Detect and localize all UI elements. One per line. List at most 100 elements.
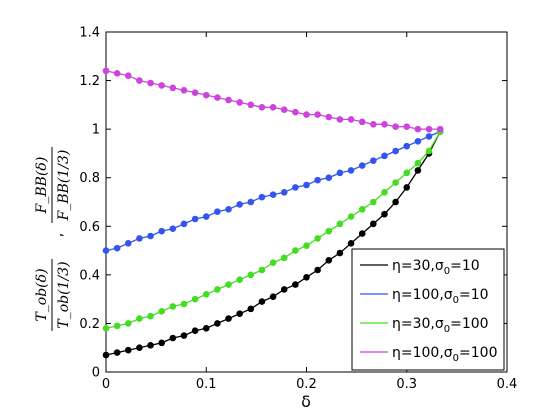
x-axis-label: δ [301, 392, 311, 411]
series-4-point [358, 118, 366, 126]
series-layer [102, 67, 444, 359]
series-3-point [136, 315, 143, 322]
series-4-point [403, 123, 411, 131]
series-3-point [370, 198, 377, 206]
series-4-point [370, 120, 377, 128]
series-3-point [236, 276, 243, 284]
legend-label-4: η=100,σ0=100 [392, 345, 497, 364]
series-2-point [225, 205, 232, 213]
series-3-point [102, 324, 110, 332]
series-1-point [214, 320, 221, 327]
series-1-point [370, 220, 377, 228]
series-1-point [303, 273, 310, 281]
series-4-point [202, 91, 210, 99]
series-4-point [214, 94, 221, 101]
y-axis-label: T_ob(δ) F_BB(δ) T_ob(1/3) , F_BB(δ) F_BB… [34, 147, 72, 331]
series-2-point [325, 174, 333, 182]
series-3-point [403, 169, 411, 177]
series-3-point [381, 188, 388, 196]
series-4-point [303, 111, 310, 118]
y-label-tob-numerator: T_ob(δ) [34, 268, 50, 321]
series-2-point [258, 193, 266, 201]
series-1-point [136, 344, 143, 352]
legend-label-2: η=100,σ0=10 [392, 287, 489, 306]
series-2-point [136, 235, 143, 242]
series-1-point [191, 327, 199, 335]
series-4-point [314, 111, 321, 118]
series-3-point [124, 320, 132, 327]
series-1-point [236, 310, 243, 318]
series-1-point [113, 349, 121, 356]
series-1-point [358, 230, 366, 237]
series-4-point [292, 108, 299, 116]
series-4-point [102, 67, 110, 75]
series-3-point [247, 271, 255, 279]
series-2-point [392, 147, 399, 155]
series-3-point [113, 322, 121, 330]
series-2-point [358, 162, 366, 169]
series-3-point [147, 312, 154, 320]
series-2-point [236, 201, 243, 208]
series-4-point [236, 99, 243, 106]
series-3-point [180, 300, 188, 308]
series-3-point [280, 254, 288, 262]
series-3-point [158, 307, 165, 315]
legend-label-1: η=30,σ0=10 [392, 258, 480, 277]
y-tick-label: 1.4 [79, 26, 100, 41]
series-2-point [381, 152, 388, 160]
series-1-point [347, 239, 355, 247]
series-2-point [314, 176, 321, 184]
series-2-point [336, 169, 344, 177]
series-2-point [414, 137, 422, 145]
series-3-point [392, 179, 399, 186]
series-1-point [325, 256, 333, 264]
series-1-point [403, 184, 411, 191]
y-tick-label: 1.2 [79, 74, 100, 89]
series-line-4 [105, 70, 441, 130]
series-3-point [414, 159, 422, 167]
x-tick-label: 0.1 [196, 377, 217, 392]
series-3-point [202, 290, 210, 298]
series-3-point [214, 286, 221, 293]
series-3-point [425, 147, 433, 155]
series-4-point [280, 106, 288, 114]
series-2-point [370, 157, 377, 165]
y-label-fraction-fbb: F_BB(δ) F_BB(1/3) [34, 147, 72, 223]
series-4-point [136, 77, 143, 84]
series-2-point [124, 239, 132, 247]
series-2-point [202, 213, 210, 220]
series-2-point [292, 184, 299, 191]
series-2-point [180, 220, 188, 228]
series-1-point [124, 346, 132, 354]
series-1-point [292, 281, 299, 288]
series-4-point [325, 113, 333, 121]
y-tick-label: 0 [92, 366, 100, 381]
series-1-point [247, 305, 255, 313]
series-4-point [336, 116, 344, 123]
legend-box [351, 248, 505, 371]
series-1-point [280, 286, 288, 293]
series-1-point [381, 210, 388, 218]
x-tick-label: 0.4 [497, 377, 518, 392]
series-line-2 [105, 131, 441, 252]
y-label-separator: , [50, 233, 66, 237]
series-1-point [169, 334, 177, 342]
y-tick-label: 0.2 [79, 317, 100, 332]
x-tick-label: 0.3 [396, 377, 417, 392]
series-1-point [202, 324, 210, 332]
series-3-point [225, 281, 232, 288]
series-1-point [180, 332, 188, 339]
y-label-fbb-numerator: F_BB(δ) [34, 157, 50, 215]
series-4-point [381, 120, 388, 128]
axes: 0 0.1 0.2 0.3 0.4 0 0.2 0.4 0.6 0.8 1 1.2 1.4 [79, 26, 517, 393]
series-3-point [347, 213, 355, 220]
y-tick-label: 0.8 [79, 171, 100, 186]
series-4-point [169, 84, 177, 92]
series-2-point [425, 133, 433, 140]
series-2-point [269, 191, 277, 199]
series-3-point [269, 259, 277, 267]
series-4-point [347, 116, 355, 123]
series-4-point [124, 72, 132, 80]
series-1-point [258, 298, 266, 305]
